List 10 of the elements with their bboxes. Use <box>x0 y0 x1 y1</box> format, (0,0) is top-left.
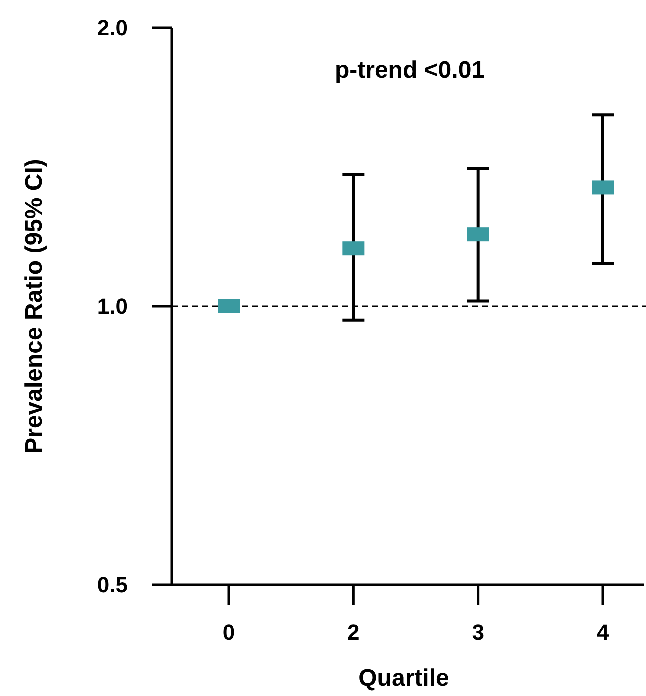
x-tick-label: 4 <box>596 620 610 645</box>
y-tick-label: 1.0 <box>97 294 128 320</box>
x-axis-title: Quartile <box>358 665 450 692</box>
y-tick-label: 2.0 <box>97 16 128 41</box>
x-tick-label: 3 <box>472 620 484 645</box>
annotation: p-trend <0.01 <box>334 57 486 84</box>
x-tick-label: 0 <box>222 620 236 645</box>
y-axis-title: Prevalence Ratio (95% CI) <box>21 159 48 454</box>
x-tick-label: 2 <box>348 620 360 645</box>
y-tick-label: 0.5 <box>97 572 128 598</box>
